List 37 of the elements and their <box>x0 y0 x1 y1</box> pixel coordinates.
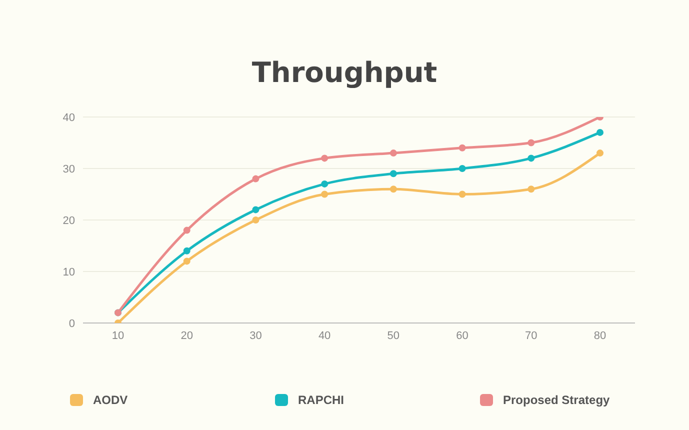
x-tick-label: 50 <box>387 330 400 342</box>
y-tick-label: 0 <box>68 318 75 330</box>
point <box>596 128 604 136</box>
point <box>390 186 397 193</box>
point <box>252 206 260 214</box>
y-tick-label: 20 <box>62 214 75 227</box>
x-tick-label: 20 <box>180 330 193 342</box>
point <box>183 258 190 265</box>
point <box>321 190 328 198</box>
point <box>183 247 190 254</box>
point <box>458 165 466 172</box>
y-tick-label: 40 <box>62 112 75 124</box>
chart-title: Throughput <box>250 56 438 89</box>
legend-label: AODV <box>92 393 129 407</box>
point <box>252 216 260 224</box>
x-tick-label: 10 <box>112 330 124 342</box>
y-tick-label: 10 <box>62 266 75 278</box>
point <box>458 190 466 198</box>
x-tick-label: 40 <box>318 330 331 342</box>
point <box>390 150 397 157</box>
x-tick-label: 30 <box>250 330 262 342</box>
point <box>183 226 190 234</box>
x-tick-label: 80 <box>594 330 606 342</box>
point <box>390 170 397 178</box>
point <box>528 154 535 162</box>
point <box>596 150 604 157</box>
legend-label: RAPCHI <box>297 393 346 407</box>
x-tick-label: 70 <box>525 330 538 342</box>
point <box>252 175 260 182</box>
y-tick-label: 30 <box>62 163 75 176</box>
point <box>528 139 535 146</box>
point <box>528 186 535 193</box>
point <box>458 144 466 152</box>
point <box>321 154 328 162</box>
x-tick-label: 60 <box>456 330 468 342</box>
legend-label: Proposed Strategy <box>502 393 611 407</box>
point <box>321 180 328 188</box>
